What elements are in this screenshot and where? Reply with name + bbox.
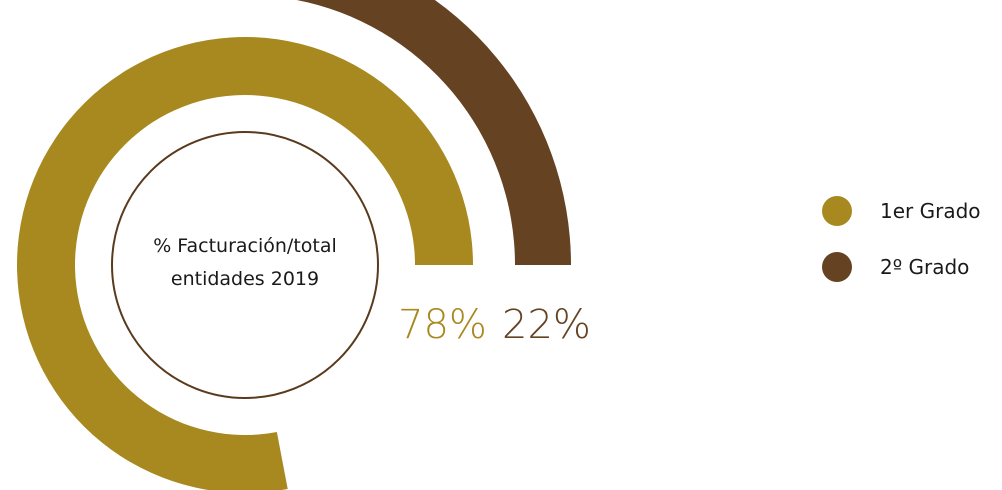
legend: 1er Grado 2º Grado xyxy=(822,196,981,308)
legend-item-2-grado: 2º Grado xyxy=(822,252,981,282)
legend-label-1er-grado: 1er Grado xyxy=(880,199,981,223)
slice-2-grado xyxy=(296,0,571,265)
chart-title-line-1: % Facturación/total xyxy=(153,235,337,257)
legend-swatch-2-grado xyxy=(822,252,852,282)
chart-title-line-2: entidades 2019 xyxy=(171,268,319,290)
value-label-1er-grado: 78% xyxy=(398,302,487,348)
value-label-2-grado: 22% xyxy=(502,302,591,348)
center-circle xyxy=(111,131,379,399)
legend-item-1er-grado: 1er Grado xyxy=(822,196,981,226)
legend-swatch-1er-grado xyxy=(822,196,852,226)
legend-label-2-grado: 2º Grado xyxy=(880,255,970,279)
